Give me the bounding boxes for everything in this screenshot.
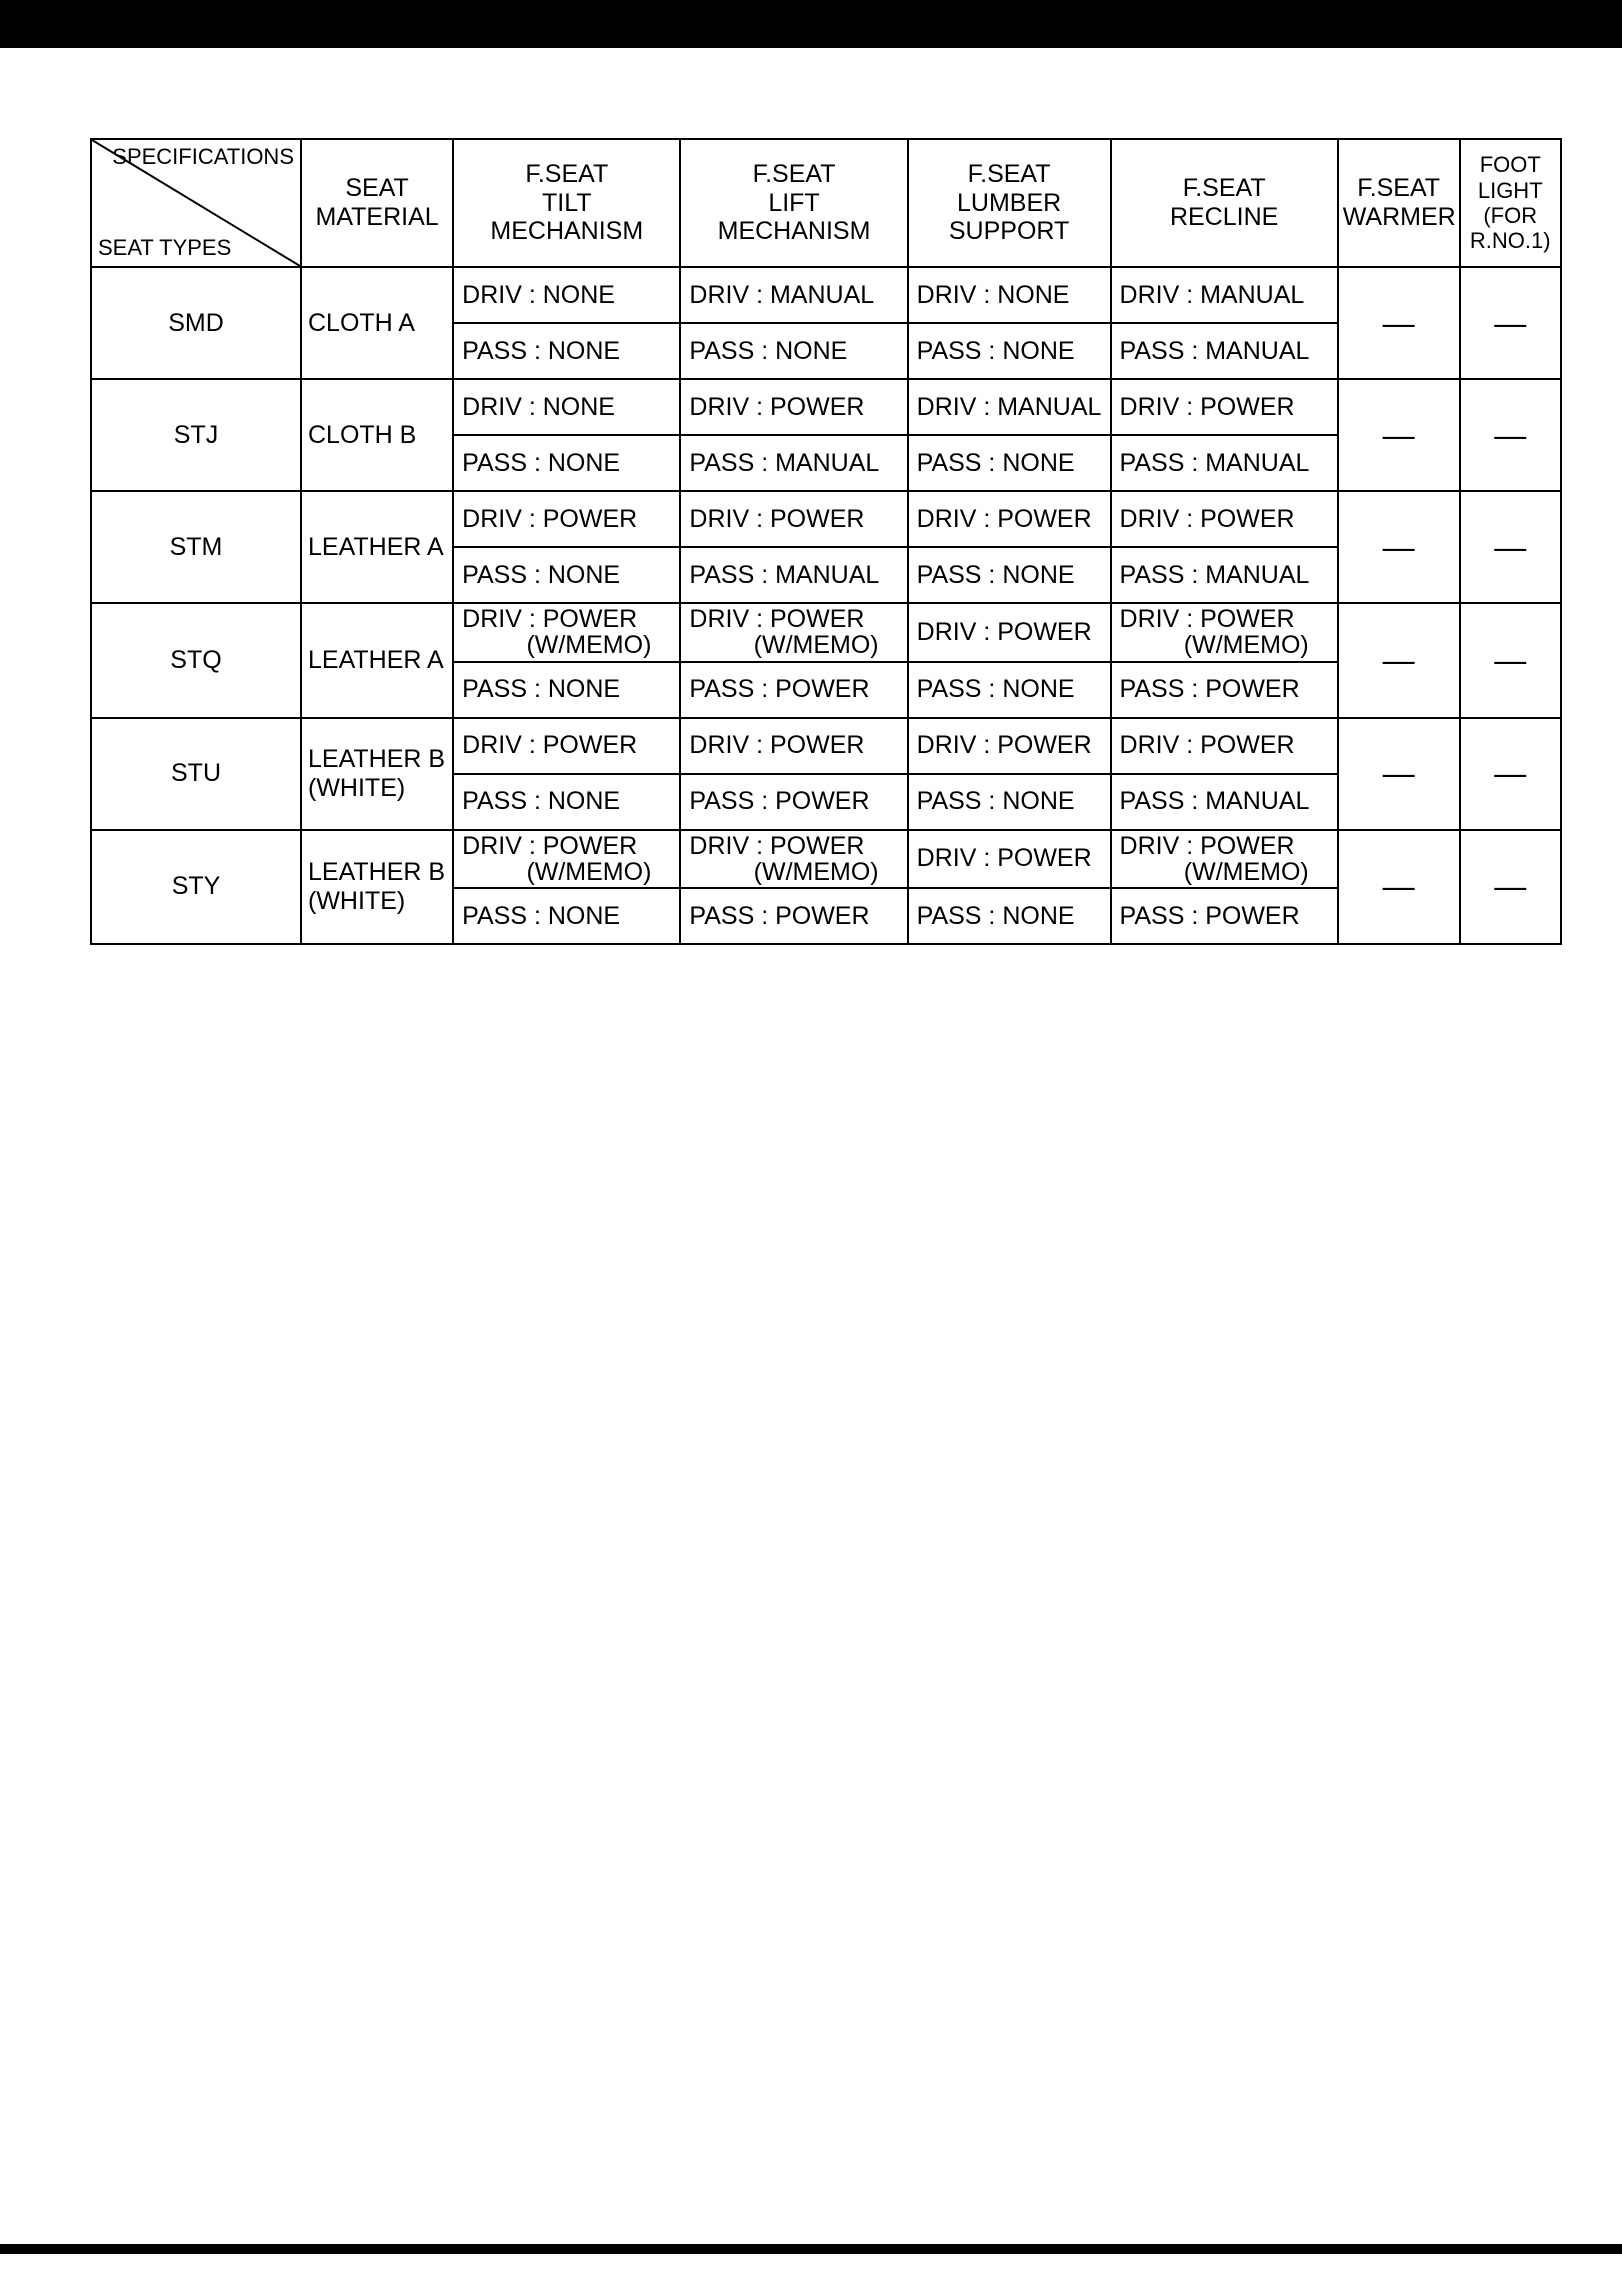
driv-cell: DRIV : POWER(W/MEMO)	[453, 603, 680, 662]
table-row: SMDCLOTH ADRIV : NONEDRIV : MANUALDRIV :…	[91, 267, 1561, 323]
pass-cell: PASS : MANUAL	[1111, 774, 1338, 830]
driv-cell: DRIV : POWER(W/MEMO)	[453, 830, 680, 889]
material-cell: CLOTH B	[301, 379, 453, 491]
driv-cell: DRIV : POWER	[1111, 379, 1338, 435]
col-header-footlight: FOOTLIGHT(FORR.NO.1)	[1460, 139, 1562, 267]
table-row: STMLEATHER ADRIV : POWERDRIV : POWERDRIV…	[91, 491, 1561, 547]
material-cell: LEATHER B(WHITE)	[301, 718, 453, 830]
table-row: STJCLOTH BDRIV : NONEDRIV : POWERDRIV : …	[91, 379, 1561, 435]
pass-cell: PASS : NONE	[453, 547, 680, 603]
warmer-cell: —	[1338, 379, 1460, 491]
seat-type-cell: STY	[91, 830, 301, 945]
table-body: SMDCLOTH ADRIV : NONEDRIV : MANUALDRIV :…	[91, 267, 1561, 944]
pass-cell: PASS : NONE	[453, 774, 680, 830]
material-cell: LEATHER A	[301, 491, 453, 603]
pass-cell: PASS : NONE	[908, 662, 1111, 718]
pass-cell: PASS : POWER	[680, 888, 907, 944]
top-black-bar	[0, 0, 1622, 48]
page-content: SPECIFICATIONS SEAT TYPES SEATMATERIAL F…	[0, 48, 1622, 945]
driv-cell: DRIV : POWER	[908, 491, 1111, 547]
driv-cell: DRIV : MANUAL	[1111, 267, 1338, 323]
seat-type-cell: STQ	[91, 603, 301, 718]
driv-cell: DRIV : POWER(W/MEMO)	[1111, 830, 1338, 889]
footlight-cell: —	[1460, 830, 1562, 945]
warmer-cell: —	[1338, 603, 1460, 718]
driv-cell: DRIV : POWER(W/MEMO)	[1111, 603, 1338, 662]
spec-table: SPECIFICATIONS SEAT TYPES SEATMATERIAL F…	[90, 138, 1562, 945]
driv-cell: DRIV : POWER	[680, 491, 907, 547]
pass-cell: PASS : POWER	[680, 774, 907, 830]
col-header-lift: F.SEATLIFTMECHANISM	[680, 139, 907, 267]
warmer-cell: —	[1338, 830, 1460, 945]
driv-cell: DRIV : NONE	[453, 379, 680, 435]
bottom-black-bar	[0, 2244, 1622, 2254]
seat-type-cell: STM	[91, 491, 301, 603]
pass-cell: PASS : NONE	[908, 888, 1111, 944]
driv-cell: DRIV : NONE	[908, 267, 1111, 323]
driv-cell: DRIV : POWER	[1111, 491, 1338, 547]
diag-header-top: SPECIFICATIONS	[112, 144, 294, 169]
pass-cell: PASS : NONE	[908, 323, 1111, 379]
warmer-cell: —	[1338, 718, 1460, 830]
diagonal-header-cell: SPECIFICATIONS SEAT TYPES	[91, 139, 301, 267]
driv-cell: DRIV : POWER	[680, 379, 907, 435]
driv-cell: DRIV : POWER	[453, 718, 680, 774]
pass-cell: PASS : MANUAL	[680, 435, 907, 491]
driv-cell: DRIV : POWER	[908, 830, 1111, 889]
table-row: STULEATHER B(WHITE)DRIV : POWERDRIV : PO…	[91, 718, 1561, 774]
pass-cell: PASS : POWER	[1111, 662, 1338, 718]
footlight-cell: —	[1460, 267, 1562, 379]
pass-cell: PASS : NONE	[453, 662, 680, 718]
col-header-tilt: F.SEATTILTMECHANISM	[453, 139, 680, 267]
pass-cell: PASS : NONE	[453, 888, 680, 944]
seat-type-cell: STU	[91, 718, 301, 830]
material-cell: LEATHER A	[301, 603, 453, 718]
col-header-recline: F.SEATRECLINE	[1111, 139, 1338, 267]
driv-cell: DRIV : POWER	[908, 718, 1111, 774]
footlight-cell: —	[1460, 718, 1562, 830]
warmer-cell: —	[1338, 491, 1460, 603]
pass-cell: PASS : POWER	[1111, 888, 1338, 944]
warmer-cell: —	[1338, 267, 1460, 379]
pass-cell: PASS : NONE	[908, 547, 1111, 603]
material-cell: CLOTH A	[301, 267, 453, 379]
pass-cell: PASS : MANUAL	[680, 547, 907, 603]
driv-cell: DRIV : MANUAL	[680, 267, 907, 323]
header-row: SPECIFICATIONS SEAT TYPES SEATMATERIAL F…	[91, 139, 1561, 267]
footlight-cell: —	[1460, 379, 1562, 491]
driv-cell: DRIV : POWER(W/MEMO)	[680, 830, 907, 889]
pass-cell: PASS : NONE	[908, 435, 1111, 491]
pass-cell: PASS : NONE	[680, 323, 907, 379]
pass-cell: PASS : MANUAL	[1111, 547, 1338, 603]
footlight-cell: —	[1460, 603, 1562, 718]
pass-cell: PASS : NONE	[453, 435, 680, 491]
table-row: STYLEATHER B(WHITE)DRIV : POWER(W/MEMO)D…	[91, 830, 1561, 889]
driv-cell: DRIV : NONE	[453, 267, 680, 323]
col-header-lumber: F.SEATLUMBERSUPPORT	[908, 139, 1111, 267]
footlight-cell: —	[1460, 491, 1562, 603]
pass-cell: PASS : NONE	[908, 774, 1111, 830]
pass-cell: PASS : POWER	[680, 662, 907, 718]
table-row: STQLEATHER ADRIV : POWER(W/MEMO)DRIV : P…	[91, 603, 1561, 662]
driv-cell: DRIV : POWER	[908, 603, 1111, 662]
driv-cell: DRIV : POWER	[1111, 718, 1338, 774]
pass-cell: PASS : MANUAL	[1111, 323, 1338, 379]
seat-type-cell: SMD	[91, 267, 301, 379]
seat-type-cell: STJ	[91, 379, 301, 491]
driv-cell: DRIV : POWER	[453, 491, 680, 547]
pass-cell: PASS : MANUAL	[1111, 435, 1338, 491]
driv-cell: DRIV : MANUAL	[908, 379, 1111, 435]
col-header-warmer: F.SEATWARMER	[1338, 139, 1460, 267]
diag-header-bottom: SEAT TYPES	[98, 235, 231, 260]
driv-cell: DRIV : POWER(W/MEMO)	[680, 603, 907, 662]
col-header-material: SEATMATERIAL	[301, 139, 453, 267]
pass-cell: PASS : NONE	[453, 323, 680, 379]
material-cell: LEATHER B(WHITE)	[301, 830, 453, 945]
driv-cell: DRIV : POWER	[680, 718, 907, 774]
